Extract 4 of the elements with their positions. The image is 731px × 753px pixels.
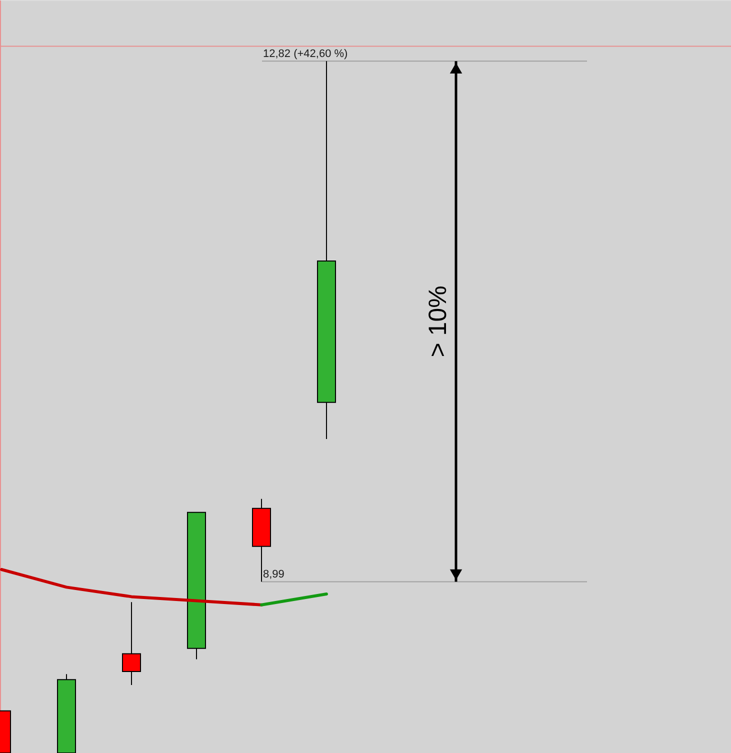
ref-line-label: 8,99 [263, 568, 284, 581]
text: > 10% [424, 286, 452, 358]
ref-line-label: 12,82 (+42,60 %) [263, 48, 348, 60]
candlestick [122, 602, 141, 686]
